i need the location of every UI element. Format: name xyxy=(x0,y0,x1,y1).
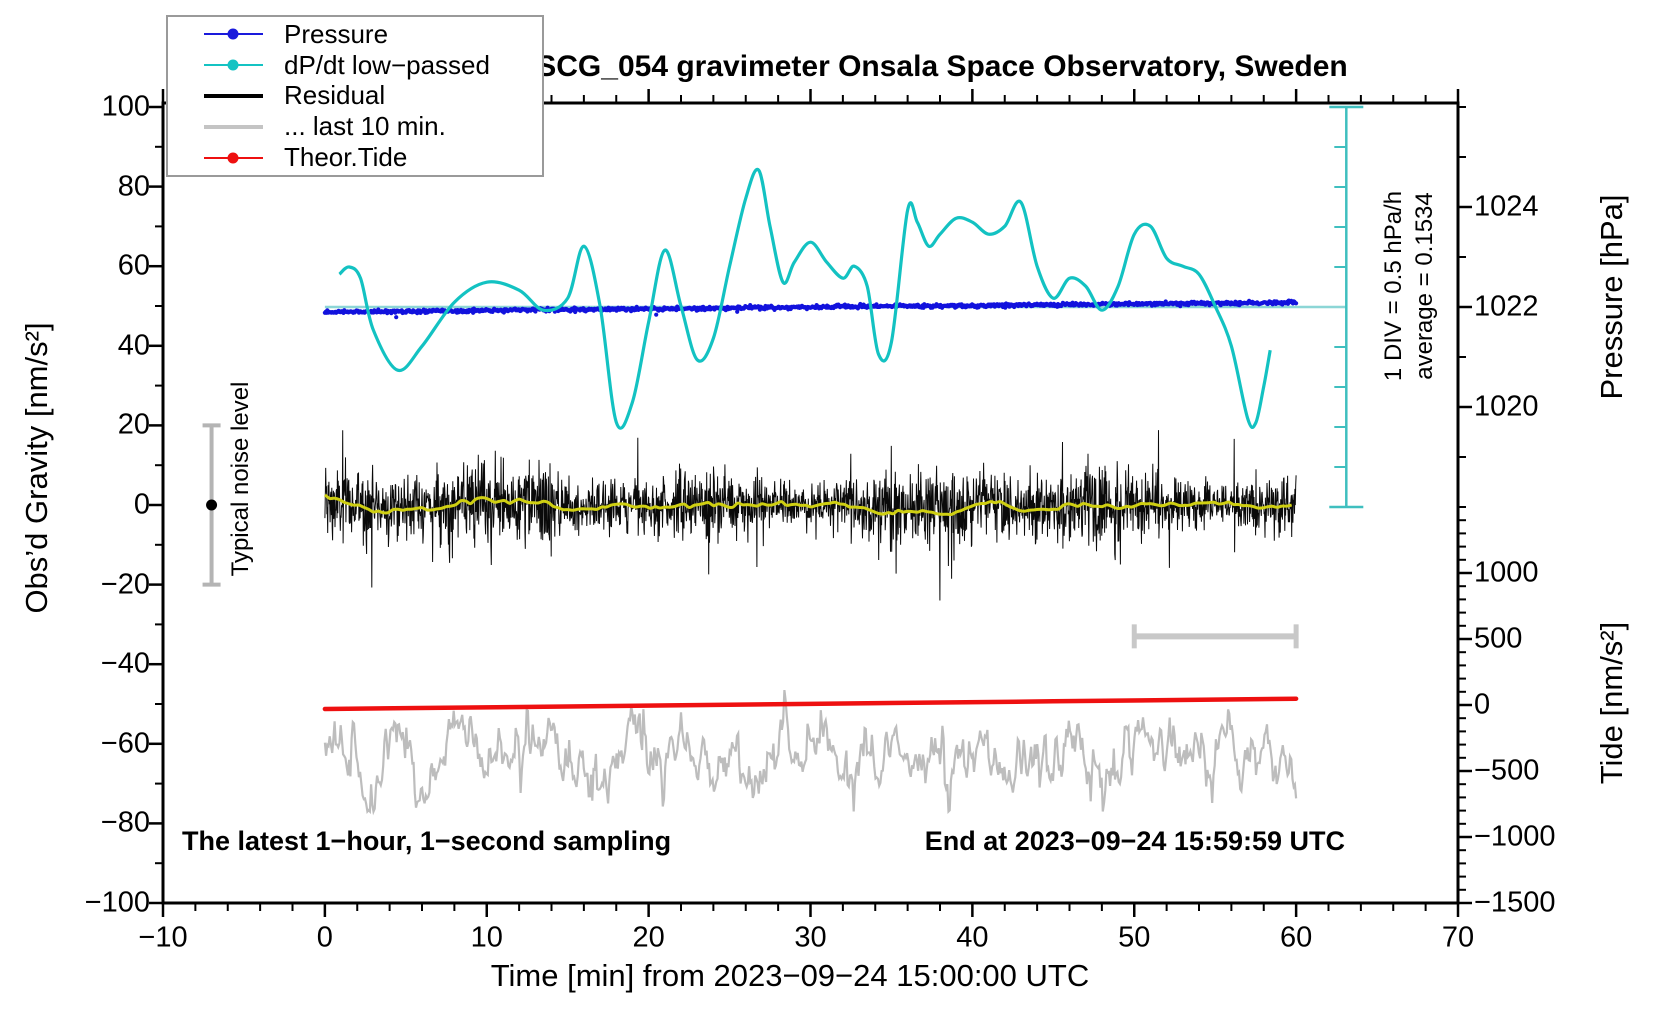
noise-level-dot xyxy=(206,499,218,511)
gravity-tick-label: 80 xyxy=(117,170,150,203)
tide-tick-label: 0 xyxy=(1474,688,1491,721)
pressure-tick-label: 1020 xyxy=(1474,390,1539,423)
div-scale-label: 1 DIV = 0.5 hPa/h xyxy=(1380,190,1407,382)
tide-tick-label: −1500 xyxy=(1474,886,1556,919)
legend-label: Residual xyxy=(284,80,386,111)
x-tick-label: 40 xyxy=(956,921,989,954)
legend-label: dP/dt low−passed xyxy=(284,49,490,80)
tide-tick-label: −500 xyxy=(1474,754,1540,787)
y-axis-title-gravity: Obs’d Gravity [nm/s²] xyxy=(19,322,54,614)
page-title: SCG_054 gravimeter Onsala Space Observat… xyxy=(536,50,1348,83)
gravity-tick-label: −100 xyxy=(84,886,150,919)
legend-item-residual: Residual xyxy=(168,80,542,111)
pressure-tick-label: 1022 xyxy=(1474,290,1539,323)
noise-level-label: Typical noise level xyxy=(227,381,254,577)
end-time-note: End at 2023−09−24 15:59:59 UTC xyxy=(924,826,1345,856)
x-tick-label: 30 xyxy=(794,921,827,954)
gravity-tick-label: 40 xyxy=(117,329,150,362)
legend-label: ... last 10 min. xyxy=(284,111,446,142)
x-tick-label: 50 xyxy=(1118,921,1151,954)
legend-label: Theor.Tide xyxy=(284,142,408,173)
tide-tick-label: 1000 xyxy=(1474,556,1539,589)
gravity-tick-label: −20 xyxy=(100,568,150,601)
gravity-tick-label: −60 xyxy=(100,727,150,760)
legend-item-last10: ... last 10 min. xyxy=(168,111,542,142)
last10-line-swatch xyxy=(204,124,263,129)
gravity-tick-label: 0 xyxy=(133,488,150,521)
gravity-tick-label: −40 xyxy=(100,647,150,680)
legend-box: Pressure dP/dt low−passed Residual ... l… xyxy=(166,15,544,177)
legend-item-tide: Theor.Tide xyxy=(168,142,542,173)
pressure-tick-label: 1024 xyxy=(1474,190,1539,223)
tide-tick-label: −1000 xyxy=(1474,820,1556,853)
axes-frame xyxy=(149,89,1472,917)
x-axis-title: Time [min] from 2023−09−24 15:00:00 UTC xyxy=(490,958,1090,993)
y-axis-title-tide: Tide [nm/s²] xyxy=(1594,621,1629,785)
last10-span-bar xyxy=(1131,624,1299,649)
x-tick-label: 10 xyxy=(470,921,503,954)
legend-item-pressure: Pressure xyxy=(168,19,542,49)
noise-level-errorbar xyxy=(202,423,221,587)
gravity-tick-label: −80 xyxy=(100,806,150,839)
dpdt-curve xyxy=(338,167,1272,430)
legend-label: Pressure xyxy=(284,18,389,49)
gravity-tick-label: 20 xyxy=(117,408,150,441)
residual-trace xyxy=(324,430,1297,601)
dpdt-line-swatch xyxy=(204,59,263,71)
y-axis-title-pressure: Pressure [hPa] xyxy=(1594,194,1629,400)
gravity-tick-label: 100 xyxy=(101,90,150,123)
sampling-note: The latest 1−hour, 1−second sampling xyxy=(182,826,672,856)
pressure-dots xyxy=(322,298,1299,320)
x-tick-label: 0 xyxy=(316,921,333,954)
last10min-trace xyxy=(323,689,1298,816)
tide-line-swatch xyxy=(204,152,263,164)
residual-line-swatch xyxy=(204,93,263,98)
tide-tick-label: 500 xyxy=(1474,622,1523,655)
x-tick-label: −10 xyxy=(138,921,188,954)
legend-item-dpdt: dP/dt low−passed xyxy=(168,50,542,80)
x-tick-label: 60 xyxy=(1279,921,1313,954)
gravity-tick-label: 60 xyxy=(117,249,150,282)
average-label: average = 0.1534 xyxy=(1411,192,1438,380)
x-tick-label: 20 xyxy=(632,921,665,954)
pressure-line-swatch xyxy=(204,28,263,40)
theor-tide-line xyxy=(322,696,1299,712)
residual-lowpass-line xyxy=(323,493,1293,517)
x-tick-label: 70 xyxy=(1441,921,1475,954)
